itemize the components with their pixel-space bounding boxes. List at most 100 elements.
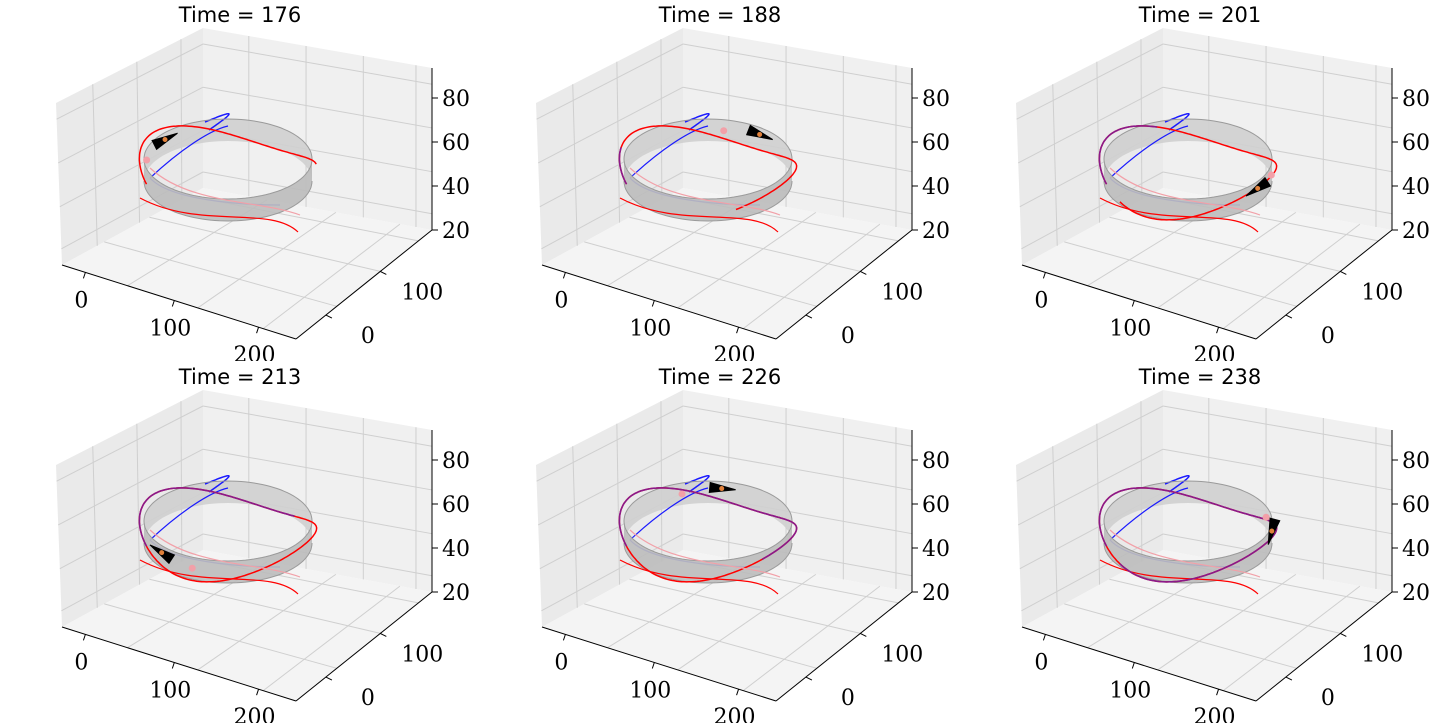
- gridline: [1017, 86, 1164, 164]
- ring-band-front: [624, 159, 792, 221]
- x-tick-label: 200: [714, 705, 756, 723]
- y-tick-mark: [805, 676, 813, 681]
- x-tick-mark: [1042, 272, 1046, 279]
- x-tick-mark: [171, 662, 175, 669]
- subplot-6: 0 100 200 0 100 20 40 60 80 Time = 238: [960, 362, 1440, 723]
- y-tick-mark: [860, 632, 867, 637]
- gridline: [1109, 578, 1341, 634]
- y-tick-label: 0: [1321, 324, 1335, 349]
- ring-bottom-rim: [143, 542, 313, 584]
- axes-3d: 0 100 200 0 100 20 40 60 80: [536, 28, 950, 361]
- x-tick-label: 200: [714, 343, 756, 361]
- ring-band-front: [144, 159, 312, 221]
- gridline: [1162, 448, 1393, 491]
- y-tick-mark: [860, 270, 867, 275]
- z-tick-label: 20: [1402, 219, 1430, 244]
- gridline: [1140, 401, 1143, 562]
- y-tick-mark: [805, 314, 813, 319]
- blue-path-top: [204, 474, 230, 493]
- x-tick-mark: [256, 689, 260, 696]
- gridline: [136, 61, 141, 223]
- subplot-title: Time = 176: [178, 3, 302, 27]
- gridline: [56, 405, 204, 482]
- gridline: [660, 39, 663, 200]
- gridline: [56, 43, 204, 120]
- gridline: [541, 533, 684, 612]
- gridline: [584, 241, 817, 307]
- gridline: [202, 86, 433, 129]
- red-path: [618, 125, 798, 211]
- y-tick-label: 100: [401, 280, 443, 305]
- gridline: [92, 446, 98, 608]
- purple-path: [618, 147, 628, 185]
- gridline: [537, 86, 684, 164]
- z-tick-label: 40: [442, 175, 470, 200]
- back-pane: [203, 390, 432, 592]
- gridline: [584, 603, 817, 669]
- ring-top-rim: [623, 118, 793, 200]
- x-tick-label: 100: [1109, 317, 1151, 342]
- blue-path-inner: [629, 125, 709, 179]
- ring-top-rim: [1103, 118, 1273, 200]
- red-path: [138, 125, 317, 185]
- z-tick-label: 80: [442, 87, 470, 112]
- ring-band-front: [1104, 159, 1272, 221]
- y-tick-mark: [380, 632, 387, 637]
- pink-path: [1109, 529, 1261, 578]
- gridline: [1140, 39, 1143, 200]
- gridline: [57, 448, 204, 526]
- red-path-tail: [1099, 197, 1259, 233]
- vehicle-marker-center: [1255, 185, 1261, 191]
- axes-3d: 0 100 200 0 100 20 40 60 80: [1016, 28, 1430, 361]
- z-tick-label: 60: [922, 131, 950, 156]
- ring-bottom-rim: [143, 180, 313, 222]
- x-tick-mark: [562, 272, 566, 279]
- x-tick-mark: [1131, 300, 1135, 307]
- y-tick-mark: [380, 270, 387, 275]
- ring-top-rim: [623, 480, 793, 562]
- y-tick-label: 100: [401, 642, 443, 667]
- gridline: [1064, 241, 1297, 307]
- gridline: [682, 405, 913, 447]
- y-tick-mark: [1340, 632, 1347, 637]
- gridline: [1016, 405, 1164, 482]
- pink-path: [629, 167, 781, 216]
- gridline: [180, 39, 183, 200]
- x-tick-mark: [1042, 634, 1046, 641]
- x-axis-line: [541, 626, 777, 702]
- y-axis-line: [295, 229, 433, 340]
- axes-3d: 0 100 200 0 100 20 40 60 80: [536, 390, 950, 723]
- ring-band-front: [144, 521, 312, 583]
- gridline: [682, 86, 913, 129]
- gridline: [1016, 43, 1164, 120]
- x-tick-mark: [562, 634, 566, 641]
- z-tick-label: 80: [442, 449, 470, 474]
- purple-path: [1098, 125, 1158, 185]
- y-axis-line: [1255, 229, 1393, 340]
- vehicle-marker-center: [1269, 528, 1275, 534]
- gridline: [197, 573, 337, 671]
- blue-path-inner: [629, 487, 709, 541]
- z-tick-label: 20: [442, 219, 470, 244]
- x-tick-mark: [651, 662, 655, 669]
- x-axis-line: [541, 264, 777, 340]
- subplot-title: Time = 226: [658, 365, 782, 389]
- purple-path: [138, 487, 295, 547]
- gridline: [57, 86, 204, 164]
- z-tick-label: 60: [1402, 493, 1430, 518]
- gridline: [202, 43, 433, 85]
- subplot-title: Time = 201: [1138, 3, 1262, 27]
- y-tick-label: 0: [841, 686, 855, 711]
- gridline: [1017, 448, 1164, 526]
- gridline: [682, 448, 913, 491]
- x-tick-label: 0: [74, 288, 88, 313]
- x-axis-line: [61, 626, 297, 702]
- z-tick-label: 80: [1402, 449, 1430, 474]
- back-pane: [1163, 28, 1392, 230]
- x-tick-label: 0: [1034, 650, 1048, 675]
- vehicle-marker: [1245, 176, 1272, 197]
- ring-top-rim: [1103, 480, 1273, 562]
- z-tick-label: 60: [442, 493, 470, 518]
- x-tick-mark: [736, 689, 740, 696]
- gridline: [202, 171, 433, 215]
